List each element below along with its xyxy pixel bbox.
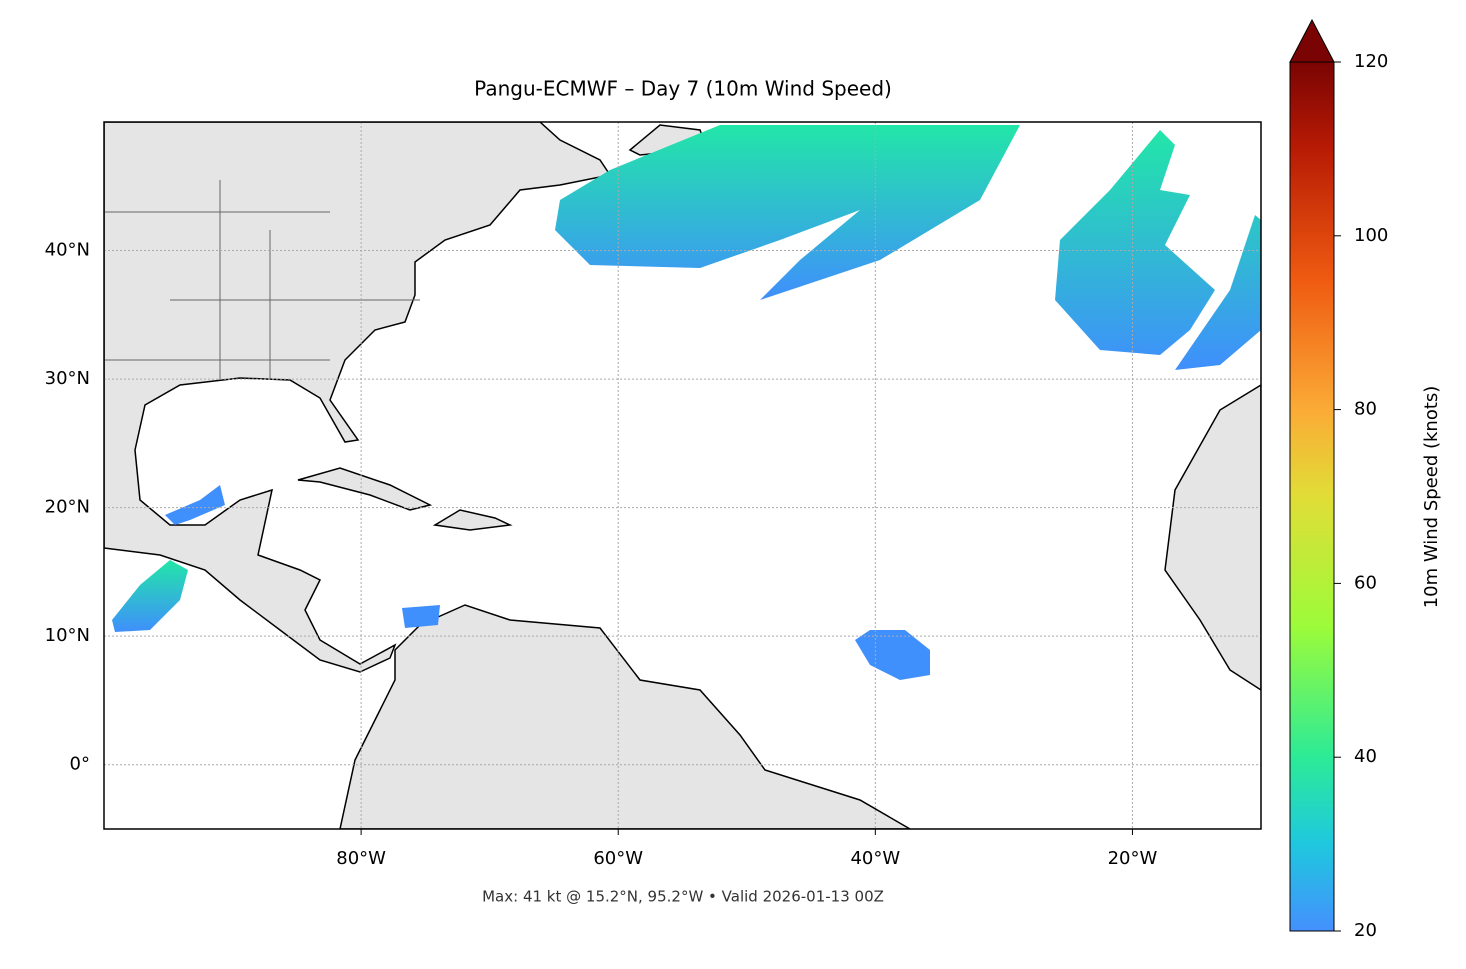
cuba [297,467,433,511]
wind-area [112,560,188,632]
colorbar-tick-label: 60 [1354,572,1377,593]
colorbar-label: 10m Wind Speed (knots) [1421,386,1442,609]
chart-title: Pangu-ECMWF – Day 7 (10m Wind Speed) [474,77,892,101]
colorbar-tick-label: 80 [1354,399,1377,420]
colorbar-tick-label: 100 [1354,225,1388,246]
wind-area [555,125,1020,300]
annotation: Max: 41 kt @ 15.2°N, 95.2°W • Valid 2026… [482,888,884,906]
colorbar-tick-label: 20 [1354,920,1377,941]
y-tick-label: 40°N [45,240,90,261]
borders [104,180,420,380]
hispaniola [432,509,513,531]
x-tick-label: 60°W [593,848,643,869]
x-tick-label: 80°W [336,848,386,869]
frame [103,121,1262,830]
wind-area [1055,130,1261,370]
y-tick-label: 0° [70,754,90,775]
colorbar-extend [1289,18,1335,63]
north-america [104,122,612,673]
grid [104,122,1261,829]
map [104,122,1261,829]
colorbar-tick-label: 120 [1354,51,1388,72]
africa [1164,384,1261,691]
colorbar-tick-label: 40 [1354,746,1377,767]
x-tick-label: 20°W [1108,848,1158,869]
colorbar [1289,61,1335,932]
y-tick-label: 10°N [45,625,90,646]
y-tick-label: 30°N [45,368,90,389]
south-america [339,604,912,829]
x-tick-label: 40°W [850,848,900,869]
y-tick-label: 20°N [45,497,90,518]
